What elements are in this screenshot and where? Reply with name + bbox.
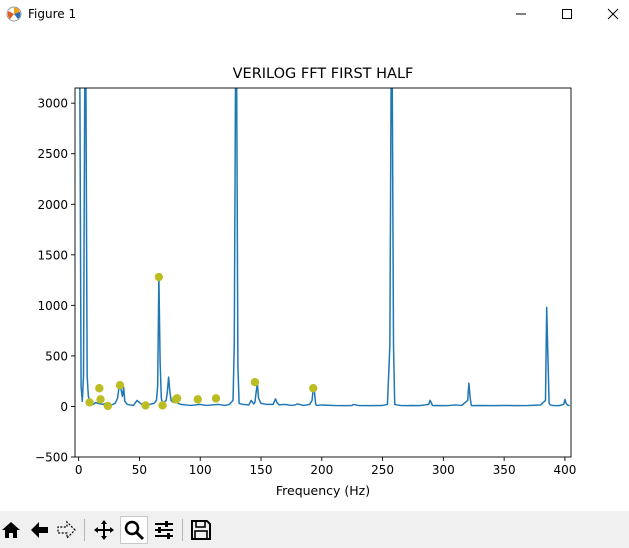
matplotlib-app-icon — [6, 6, 22, 22]
x-tick-label: 300 — [432, 463, 455, 477]
peak-marker — [158, 401, 167, 410]
y-tick-label: 3000 — [37, 97, 68, 111]
x-axis-label: Frequency (Hz) — [276, 483, 370, 498]
plot-frame — [74, 87, 572, 458]
x-tick-label: 0 — [75, 463, 83, 477]
minimize-button[interactable] — [498, 0, 544, 28]
peak-marker — [211, 394, 221, 403]
y-tick-label: 2000 — [37, 198, 68, 212]
forward-button[interactable] — [54, 517, 80, 543]
maximize-button[interactable] — [544, 0, 590, 28]
pan-button[interactable] — [91, 517, 117, 543]
home-button[interactable] — [0, 517, 24, 543]
forward-icon — [57, 520, 76, 540]
peak-marker — [309, 384, 318, 393]
toolbar-separator — [182, 519, 183, 541]
peak-marker — [154, 272, 164, 282]
back-icon — [31, 522, 48, 538]
series-line-group — [78, 88, 570, 407]
x-tick-label: 200 — [310, 463, 333, 477]
maximize-icon — [562, 9, 572, 19]
y-tick-label: 0 — [60, 400, 68, 414]
peak-marker — [250, 377, 260, 387]
minimize-icon — [516, 13, 526, 15]
y-tick-label: 2500 — [37, 147, 68, 161]
save-button[interactable] — [188, 517, 214, 543]
y-tick-label: −500 — [35, 451, 68, 465]
peak-marker — [103, 401, 113, 411]
fft-chart: VERILOG FFT FIRST HALF 0 50 100 150 200 250 30… — [35, 66, 576, 498]
back-button[interactable] — [26, 517, 52, 543]
x-tick-label: 100 — [189, 463, 212, 477]
y-tick-label: 500 — [45, 349, 68, 363]
peak-marker — [193, 395, 202, 404]
peak-marker — [96, 395, 105, 404]
peak-marker — [172, 394, 182, 403]
ticks: 0 50 100 150 200 250 300 350 400 −500 0 500 1000 1500… — [35, 97, 576, 477]
close-button[interactable] — [590, 0, 629, 28]
configure-subplots-icon — [155, 521, 173, 539]
x-tick-label: 350 — [493, 463, 516, 477]
chart-title: VERILOG FFT FIRST HALF — [233, 66, 414, 82]
save-icon — [191, 520, 211, 540]
home-icon — [2, 522, 20, 538]
figure-canvas[interactable]: VERILOG FFT FIRST HALF 0 50 100 150 200 250 30… — [0, 28, 629, 511]
title-bar: Figure 1 — [0, 0, 629, 28]
peak-marker — [115, 381, 125, 390]
zoom-button[interactable] — [120, 516, 148, 544]
close-icon — [607, 8, 619, 20]
navigation-toolbar — [0, 511, 629, 548]
x-tick-label: 50 — [132, 463, 147, 477]
pan-icon — [94, 520, 114, 540]
configure-subplots-button[interactable] — [151, 517, 177, 543]
peak-marker — [95, 384, 104, 393]
x-tick-label: 150 — [250, 463, 273, 477]
window-title: Figure 1 — [28, 7, 77, 21]
zoom-icon — [124, 520, 145, 541]
peak-marker — [141, 401, 150, 410]
y-tick-label: 1500 — [37, 248, 68, 262]
peak-marker — [85, 398, 94, 407]
x-tick-label: 400 — [553, 463, 576, 477]
toolbar-separator — [84, 519, 85, 541]
marker-group — [85, 272, 318, 411]
y-tick-label: 1000 — [37, 299, 68, 313]
x-tick-label: 250 — [371, 463, 394, 477]
fft-series-line — [78, 88, 570, 407]
